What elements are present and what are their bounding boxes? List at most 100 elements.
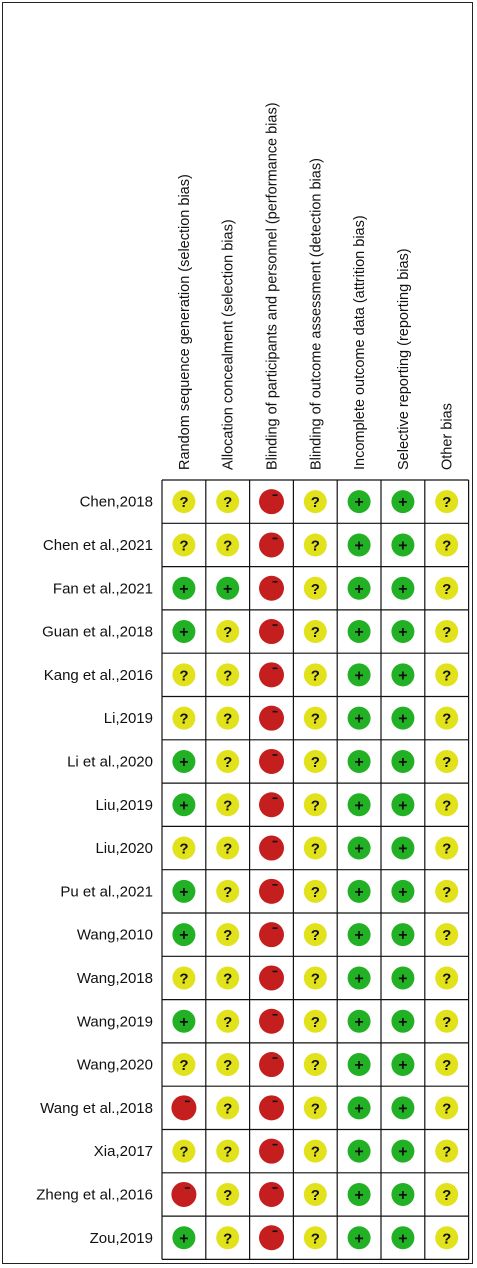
- unclear-risk-symbol: ?: [311, 841, 320, 858]
- unclear-risk-symbol: ?: [223, 1100, 232, 1117]
- low-risk-circle: [172, 879, 196, 903]
- high-risk-circle: [259, 835, 284, 861]
- unclear-risk-symbol: ?: [179, 970, 188, 987]
- unclear-risk-circle: [303, 879, 327, 903]
- unclear-risk-circle: [303, 966, 327, 990]
- unclear-risk-circle: [172, 663, 196, 687]
- unclear-risk-symbol: ?: [442, 884, 451, 901]
- low-risk-symbol: +: [179, 1230, 188, 1247]
- unclear-risk-circle: [216, 793, 240, 817]
- study-label: Fan et al.,2021: [53, 580, 153, 597]
- unclear-risk-symbol: ?: [311, 711, 320, 728]
- low-risk-circle: [391, 1009, 415, 1033]
- low-risk-circle: [391, 706, 415, 730]
- low-risk-symbol: +: [354, 624, 363, 641]
- high-risk-circle: [259, 922, 284, 948]
- unclear-risk-symbol: ?: [442, 970, 451, 987]
- unclear-risk-circle: [303, 1096, 327, 1120]
- unclear-risk-circle: [216, 1053, 240, 1077]
- unclear-risk-circle: [216, 533, 240, 557]
- unclear-risk-circle: [435, 576, 459, 600]
- unclear-risk-symbol: ?: [311, 1144, 320, 1161]
- low-risk-circle: [347, 836, 371, 860]
- unclear-risk-circle: [303, 706, 327, 730]
- low-risk-circle: [391, 923, 415, 947]
- low-risk-circle: [347, 966, 371, 990]
- unclear-risk-circle: [303, 620, 327, 644]
- high-risk-circle: [259, 792, 284, 818]
- low-risk-circle: [347, 1096, 371, 1120]
- low-risk-circle: [172, 620, 196, 644]
- study-label: Chen et al.,2021: [43, 537, 153, 554]
- low-risk-circle: [391, 490, 415, 514]
- domain-header: Blinding of participants and personnel (…: [265, 102, 281, 470]
- unclear-risk-circle: [216, 1009, 240, 1033]
- unclear-risk-symbol: ?: [179, 537, 188, 554]
- low-risk-circle: [391, 576, 415, 600]
- unclear-risk-circle: [216, 1139, 240, 1163]
- unclear-risk-symbol: ?: [442, 711, 451, 728]
- study-label: Li et al.,2020: [67, 753, 153, 770]
- unclear-risk-symbol: ?: [311, 537, 320, 554]
- low-risk-circle: [172, 1226, 196, 1250]
- study-label: Kang et al.,2016: [44, 667, 153, 684]
- low-risk-circle: [391, 836, 415, 860]
- unclear-risk-symbol: ?: [223, 884, 232, 901]
- study-label: Zheng et al.,2016: [36, 1186, 153, 1203]
- low-risk-circle: [391, 663, 415, 687]
- unclear-risk-symbol: ?: [442, 1014, 451, 1031]
- unclear-risk-symbol: ?: [179, 1144, 188, 1161]
- unclear-risk-symbol: ?: [442, 1057, 451, 1074]
- domain-header: Incomplete outcome data (attrition bias): [352, 215, 368, 470]
- low-risk-symbol: +: [354, 494, 363, 511]
- unclear-risk-symbol: ?: [311, 494, 320, 511]
- unclear-risk-circle: [303, 793, 327, 817]
- unclear-risk-circle: [435, 879, 459, 903]
- unclear-risk-symbol: ?: [442, 494, 451, 511]
- unclear-risk-circle: [216, 620, 240, 644]
- low-risk-symbol: +: [398, 1100, 407, 1117]
- unclear-risk-symbol: ?: [223, 841, 232, 858]
- unclear-risk-circle: [216, 749, 240, 773]
- unclear-risk-symbol: ?: [223, 797, 232, 814]
- unclear-risk-circle: [303, 923, 327, 947]
- unclear-risk-circle: [303, 1226, 327, 1250]
- high-risk-circle: [171, 1095, 197, 1121]
- unclear-risk-circle: [435, 1226, 459, 1250]
- unclear-risk-symbol: ?: [311, 1230, 320, 1247]
- high-risk-circle: [259, 1138, 284, 1164]
- low-risk-circle: [391, 749, 415, 773]
- unclear-risk-symbol: ?: [223, 1144, 232, 1161]
- unclear-risk-symbol: ?: [442, 1187, 451, 1204]
- unclear-risk-circle: [435, 1096, 459, 1120]
- unclear-risk-circle: [435, 706, 459, 730]
- unclear-risk-symbol: ?: [223, 1187, 232, 1204]
- low-risk-symbol: +: [354, 1014, 363, 1031]
- unclear-risk-symbol: ?: [223, 1230, 232, 1247]
- unclear-risk-symbol: ?: [311, 927, 320, 944]
- unclear-risk-circle: [303, 1009, 327, 1033]
- low-risk-circle: [347, 749, 371, 773]
- unclear-risk-symbol: ?: [223, 754, 232, 771]
- unclear-risk-symbol: ?: [223, 1014, 232, 1031]
- low-risk-circle: [391, 793, 415, 817]
- unclear-risk-circle: [216, 1226, 240, 1250]
- unclear-risk-symbol: ?: [311, 1057, 320, 1074]
- low-risk-symbol: +: [398, 711, 407, 728]
- study-label: Pu et al.,2021: [60, 883, 153, 900]
- unclear-risk-symbol: ?: [179, 711, 188, 728]
- unclear-risk-symbol: ?: [311, 797, 320, 814]
- high-risk-circle: [259, 965, 284, 991]
- domain-header: Blinding of outcome assessment (detectio…: [308, 158, 324, 470]
- high-risk-circle: [259, 1181, 284, 1207]
- high-risk-circle: [259, 489, 284, 515]
- low-risk-symbol: +: [354, 537, 363, 554]
- low-risk-circle: [347, 1053, 371, 1077]
- unclear-risk-symbol: ?: [179, 667, 188, 684]
- low-risk-symbol: +: [179, 1014, 188, 1031]
- high-risk-circle: [259, 619, 284, 645]
- low-risk-symbol: +: [398, 1014, 407, 1031]
- study-label: Liu,2019: [95, 797, 153, 814]
- high-risk-circle: [259, 1095, 284, 1121]
